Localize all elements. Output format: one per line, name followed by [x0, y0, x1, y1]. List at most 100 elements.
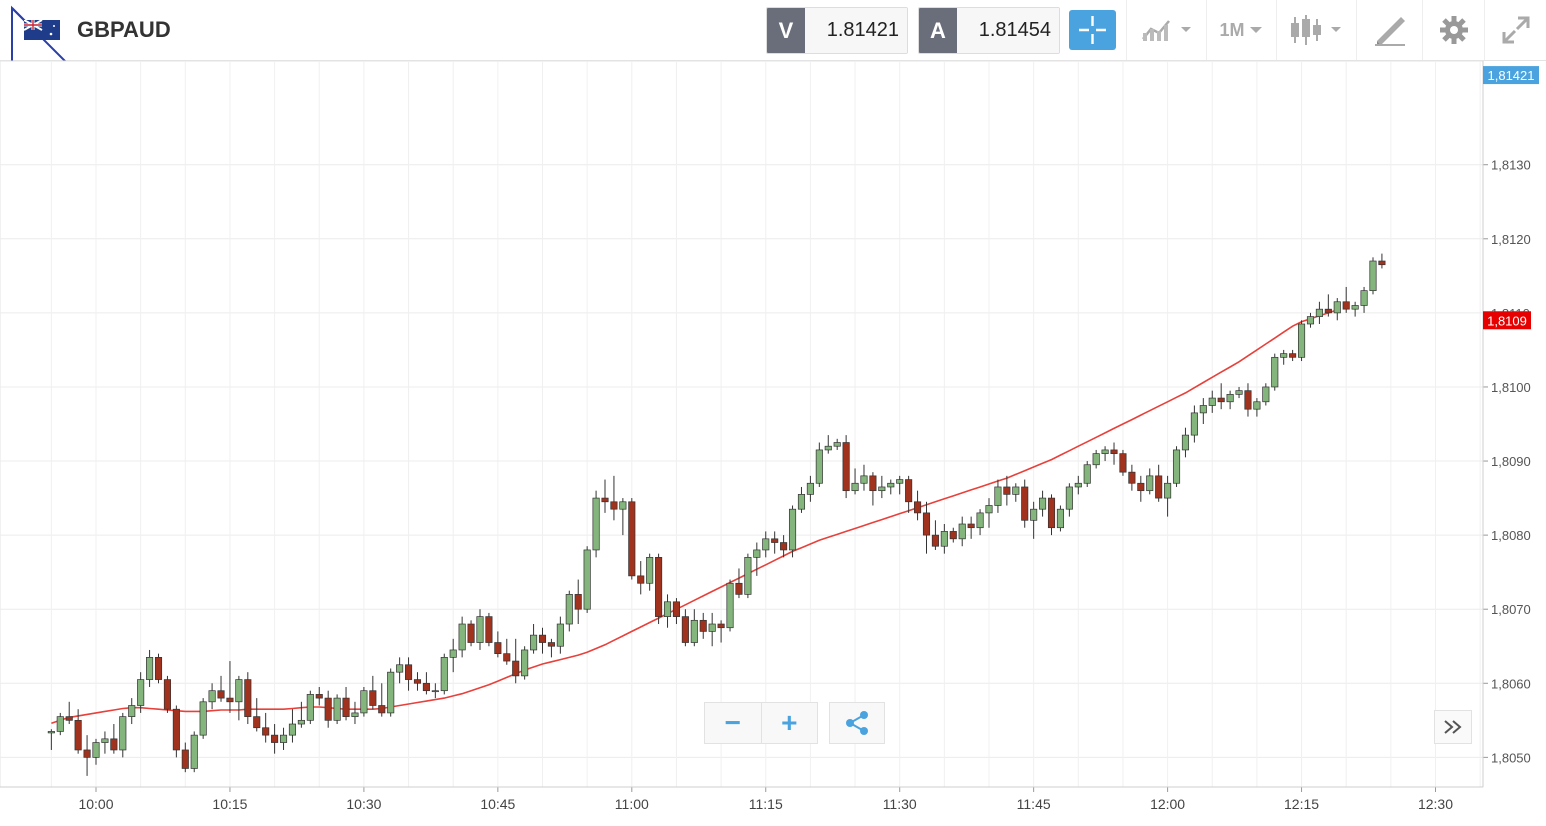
candle-body [494, 642, 502, 655]
candle-body [1262, 386, 1270, 403]
x-tick-label: 10:15 [212, 796, 247, 812]
gbp-aud-flag-icon [24, 20, 60, 40]
candle-body [181, 749, 189, 769]
timeframe-button[interactable]: 1M [1206, 0, 1277, 60]
candle [65, 701, 73, 725]
candle [47, 729, 55, 750]
candle-body [208, 690, 216, 703]
sell-quote-button[interactable]: V 1.81421 [766, 7, 908, 54]
candle [74, 709, 82, 754]
candle-body [315, 694, 323, 699]
candle-body [610, 501, 618, 510]
candle-body [47, 731, 55, 734]
candle [538, 627, 547, 654]
candle-body [1253, 401, 1261, 410]
candle [324, 690, 332, 728]
candle [1253, 398, 1261, 417]
candle-body [1092, 453, 1100, 466]
candle [92, 738, 100, 765]
candle-body [1021, 486, 1029, 521]
zoom-in-button[interactable]: + [781, 707, 798, 738]
y-tick-label: 1,8070 [1491, 602, 1531, 617]
gear-icon [1440, 16, 1468, 44]
candle-body [351, 712, 359, 717]
candle [1119, 449, 1127, 476]
candle-body [512, 660, 520, 677]
candle-body [1056, 508, 1064, 529]
sell-label: V [767, 8, 805, 53]
candle-body [1244, 390, 1252, 410]
candle-body [476, 616, 484, 643]
candle [521, 646, 529, 680]
candle-body [387, 671, 395, 714]
candle-body [869, 475, 877, 492]
candle-body [735, 582, 743, 595]
candle-body [1342, 301, 1350, 310]
candle-body [574, 594, 582, 610]
buy-quote-button[interactable]: A 1.81454 [918, 7, 1060, 54]
candle [1333, 298, 1341, 321]
candle-body [1003, 486, 1011, 495]
candle-body [65, 716, 73, 721]
candle-body [1128, 471, 1136, 484]
fullscreen-button[interactable] [1484, 0, 1546, 60]
candle [449, 638, 457, 673]
buy-price: 1.81454 [957, 8, 1059, 53]
y-tick-label: 1,8060 [1491, 676, 1531, 691]
candle [396, 657, 404, 684]
candle [815, 442, 823, 487]
drawing-tools-button[interactable] [1356, 0, 1423, 60]
candle-body [217, 690, 225, 699]
candle-body [458, 623, 466, 651]
candle [172, 705, 180, 758]
chart-type-button[interactable] [1126, 0, 1207, 60]
y-tick-label: 1,8090 [1491, 454, 1531, 469]
x-tick-label: 12:30 [1418, 796, 1453, 812]
candle [110, 724, 118, 754]
settings-button[interactable] [1422, 0, 1485, 60]
candle [530, 624, 538, 654]
plot-area [0, 60, 1484, 788]
candle-body [110, 738, 118, 751]
candle-body [1101, 449, 1109, 454]
candle [1172, 446, 1181, 487]
candle-body [878, 486, 886, 492]
candle-body [163, 679, 171, 710]
candle [556, 616, 564, 654]
candle-body [1369, 260, 1377, 292]
candle [1128, 464, 1136, 491]
candle-body [1065, 486, 1073, 510]
candle [360, 686, 368, 717]
candle [592, 490, 600, 558]
crosshair-button[interactable] [1069, 10, 1116, 50]
candle-body [833, 442, 841, 447]
candle [735, 568, 743, 599]
candle-body [503, 653, 511, 662]
candle [931, 520, 939, 550]
scroll-to-latest-button[interactable] [1434, 710, 1472, 744]
candle [958, 516, 966, 547]
candle [1137, 475, 1145, 502]
candle-body [297, 719, 305, 725]
zoom-out-button[interactable]: − [705, 703, 762, 743]
candle-body [949, 531, 957, 540]
candle [83, 735, 91, 776]
candle-body [565, 594, 573, 625]
share-button[interactable] [829, 702, 885, 744]
candle-body [324, 697, 332, 721]
candle [503, 638, 511, 665]
candle-style-button[interactable] [1276, 0, 1357, 60]
timeframe-label: 1M [1219, 19, 1245, 40]
candles [47, 253, 1386, 776]
candle-body [431, 690, 439, 693]
candle [1181, 427, 1190, 458]
x-tick-label: 11:45 [1017, 796, 1051, 812]
candle-body [530, 634, 538, 651]
candle-body [279, 734, 288, 743]
candle-body [985, 505, 993, 514]
candle [262, 712, 270, 743]
candle-body [342, 697, 350, 717]
candle [583, 546, 591, 613]
candle [1271, 353, 1279, 391]
